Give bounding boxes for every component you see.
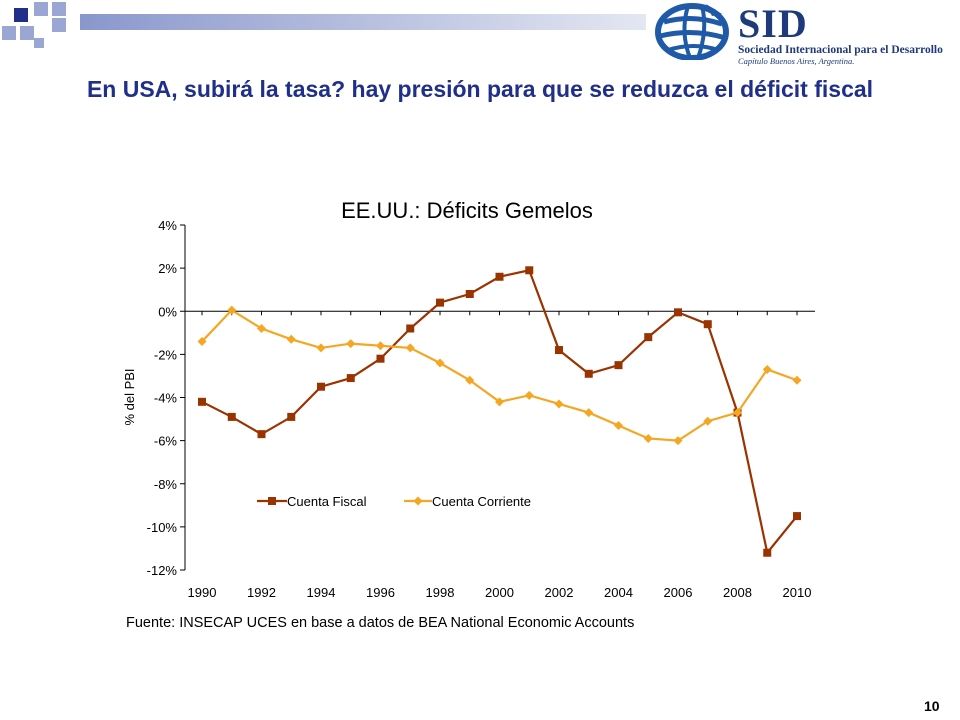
decor-square — [52, 2, 66, 16]
data-point-diamond — [465, 375, 475, 385]
data-point-diamond — [614, 421, 623, 431]
decor-square — [34, 38, 44, 48]
data-point-square — [793, 512, 801, 521]
decor-square — [2, 26, 16, 40]
data-point-diamond — [524, 390, 534, 400]
data-point-square — [376, 354, 385, 363]
x-tick-label: 2004 — [604, 585, 633, 600]
data-point-square — [525, 266, 534, 275]
data-point-diamond — [733, 408, 742, 418]
y-tick-label: -2% — [154, 347, 178, 362]
logo-subtitle: Sociedad Internacional para el Desarroll… — [738, 44, 943, 56]
x-tick-label: 2008 — [723, 585, 752, 600]
legend-marker — [268, 497, 276, 505]
data-point-diamond — [316, 343, 326, 353]
data-point-square — [198, 397, 206, 406]
logo-name: SID — [738, 1, 808, 46]
globe-icon — [655, 3, 729, 60]
y-axis-label: % del PBI — [122, 368, 137, 425]
data-point-diamond — [703, 416, 713, 426]
data-point-diamond — [554, 399, 564, 409]
data-point-square — [436, 298, 444, 307]
decor-square — [20, 26, 34, 40]
y-tick-label: -12% — [147, 563, 178, 578]
slide-title: En USA, subirá la tasa? hay presión para… — [86, 76, 874, 102]
y-tick-label: -8% — [154, 477, 178, 492]
page-number: 10 — [924, 698, 940, 714]
x-tick-label: 2010 — [783, 585, 812, 600]
y-tick-label: -10% — [147, 520, 178, 535]
x-tick-label: 1996 — [366, 585, 395, 600]
x-tick-label: 1990 — [188, 585, 217, 600]
x-tick-label: 2006 — [664, 585, 693, 600]
data-point-square — [465, 290, 474, 298]
data-point-diamond — [405, 343, 415, 353]
data-point-square — [287, 412, 296, 421]
data-point-diamond — [197, 336, 207, 346]
data-point-diamond — [257, 324, 266, 333]
data-point-diamond — [643, 433, 653, 443]
logo: SID Sociedad Internacional para el Desar… — [738, 1, 943, 67]
data-point-square — [674, 308, 682, 317]
legend-marker — [413, 496, 423, 506]
y-tick-label: 4% — [158, 218, 177, 233]
header-bar — [80, 14, 646, 30]
x-tick-label: 1998 — [426, 585, 455, 600]
data-point-square — [346, 374, 355, 383]
x-tick-label: 1992 — [247, 585, 276, 600]
data-point-diamond — [346, 339, 356, 349]
data-point-diamond — [227, 305, 237, 315]
data-point-square — [703, 320, 712, 329]
data-point-diamond — [286, 334, 296, 344]
x-tick-label: 2002 — [545, 585, 574, 600]
data-point-square — [644, 333, 653, 342]
decor-square — [14, 8, 28, 22]
data-point-square — [257, 430, 266, 439]
data-point-square — [495, 272, 504, 281]
data-point-diamond — [495, 397, 504, 407]
data-point-diamond — [792, 375, 802, 385]
y-tick-label: 0% — [158, 304, 177, 319]
data-point-square — [227, 412, 236, 421]
logo-chapter: Capítulo Buenos Aires, Argentina. — [738, 56, 855, 66]
data-point-diamond — [762, 364, 772, 374]
data-point-diamond — [584, 408, 594, 418]
x-tick-label: 1994 — [307, 585, 336, 600]
y-tick-label: 2% — [158, 261, 177, 276]
x-tick-label: 2000 — [485, 585, 514, 600]
data-point-diamond — [376, 341, 385, 351]
source-note: Fuente: INSECAP UCES en base a datos de … — [126, 615, 634, 631]
data-point-diamond — [673, 436, 683, 446]
y-tick-label: -4% — [154, 391, 178, 406]
legend-label: Cuenta Corriente — [432, 494, 531, 509]
data-point-square — [763, 548, 772, 557]
y-tick-label: -6% — [154, 434, 178, 449]
data-point-diamond — [435, 358, 445, 368]
legend-label: Cuenta Fiscal — [287, 494, 367, 509]
data-point-square — [406, 324, 415, 333]
data-point-square — [555, 346, 563, 355]
decor-square — [34, 2, 48, 16]
data-point-square — [614, 361, 623, 370]
data-point-square — [317, 382, 325, 391]
decor-square — [52, 18, 66, 32]
data-point-square — [584, 369, 593, 378]
chart-title: EE.UU.: Déficits Gemelos — [341, 198, 593, 223]
